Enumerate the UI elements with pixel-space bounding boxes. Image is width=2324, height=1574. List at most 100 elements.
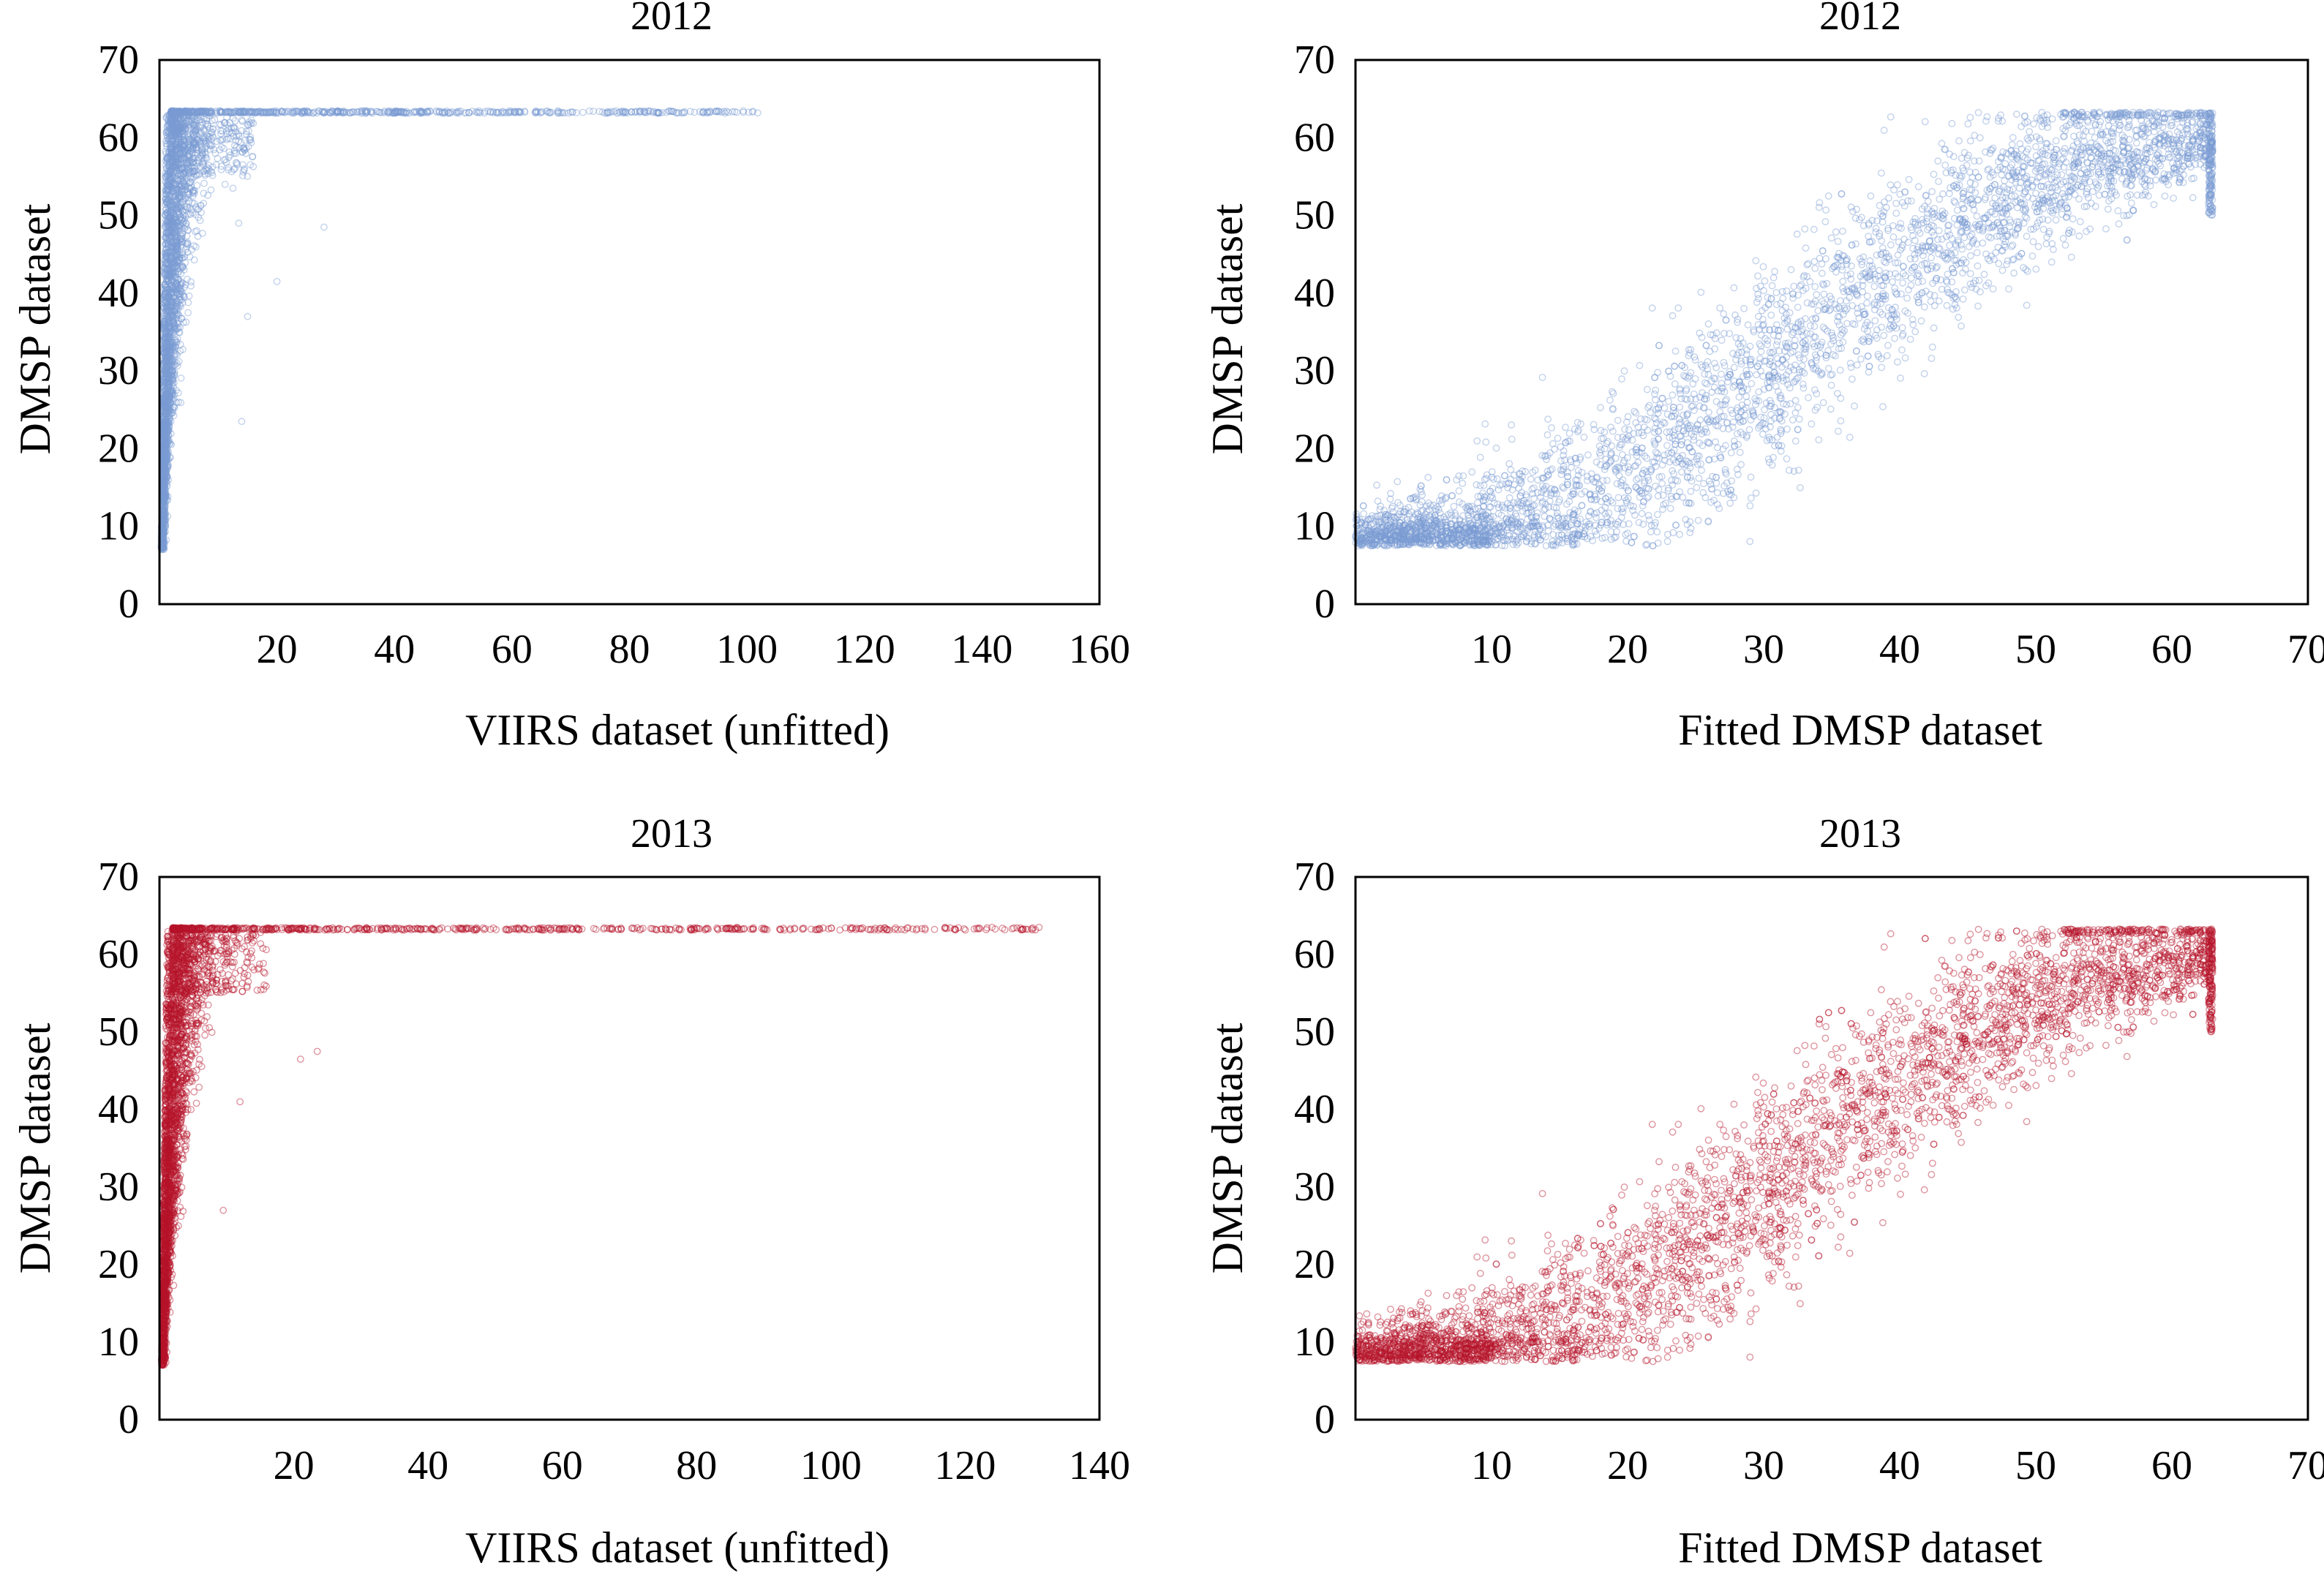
data-point	[200, 179, 208, 187]
data-point	[229, 184, 237, 192]
data-point	[1911, 328, 1919, 336]
data-point	[334, 108, 342, 116]
data-point	[1753, 298, 1761, 306]
data-point	[1795, 415, 1803, 423]
data-point	[184, 309, 192, 317]
data-point	[1592, 531, 1601, 539]
data-point	[1596, 404, 1604, 412]
data-point	[2005, 285, 2012, 293]
data-point	[189, 109, 197, 117]
data-point	[1846, 434, 1854, 441]
data-point	[1614, 416, 1622, 424]
data-point	[1790, 282, 1798, 290]
data-point	[1666, 505, 1674, 513]
data-point	[1720, 310, 1728, 317]
data-point	[655, 108, 662, 116]
data-point	[2095, 191, 2103, 199]
data-point	[332, 109, 340, 117]
data-point	[184, 109, 192, 116]
data-point	[189, 108, 197, 116]
data-point	[174, 108, 182, 116]
data-point	[187, 108, 195, 116]
data-point	[201, 108, 209, 116]
data-point	[1676, 403, 1684, 411]
data-point	[1712, 398, 1721, 405]
x-tick-label: 80	[609, 627, 650, 672]
data-point	[171, 109, 179, 117]
data-point	[1811, 283, 1819, 290]
data-point	[238, 108, 247, 116]
data-point	[1821, 218, 1830, 225]
data-point	[481, 108, 489, 116]
data-point	[413, 108, 421, 116]
data-point	[1998, 266, 2007, 274]
data-point	[176, 108, 184, 115]
data-point	[170, 108, 178, 116]
data-point	[180, 108, 188, 116]
y-tick-label: 0	[119, 581, 139, 627]
data-point	[402, 109, 410, 117]
data-point	[1928, 187, 1936, 195]
data-point	[178, 108, 186, 116]
data-point	[1796, 484, 1804, 492]
data-point	[391, 108, 399, 115]
data-point	[1663, 538, 1671, 546]
data-point	[207, 186, 215, 194]
data-point	[505, 107, 513, 115]
scatter-points	[157, 107, 761, 554]
data-point	[1958, 322, 1966, 330]
data-point	[333, 108, 341, 116]
data-point	[203, 108, 211, 116]
data-point	[579, 108, 587, 116]
data-point	[238, 418, 246, 426]
data-point	[394, 108, 402, 116]
data-point	[1767, 311, 1775, 319]
data-point	[2104, 206, 2112, 213]
data-point	[324, 108, 332, 116]
data-point	[1811, 265, 1819, 272]
y-tick-label: 30	[98, 348, 139, 394]
data-point	[585, 107, 593, 115]
data-point	[1899, 279, 1907, 287]
data-point	[249, 152, 257, 160]
data-point	[417, 109, 424, 116]
data-point	[2052, 216, 2060, 224]
data-point	[1982, 117, 1990, 125]
data-point	[1818, 269, 1826, 277]
data-point	[168, 108, 176, 116]
data-point	[1801, 225, 1809, 233]
chart-title: 2012	[631, 0, 712, 39]
data-point	[1979, 239, 1987, 247]
data-point	[225, 108, 233, 116]
data-point	[1851, 402, 1858, 410]
data-point	[1871, 317, 1879, 325]
data-point	[260, 108, 268, 116]
data-point	[1878, 323, 1886, 331]
data-point	[1648, 304, 1656, 312]
data-point	[409, 108, 417, 116]
data-point	[1843, 320, 1851, 328]
data-point	[1554, 434, 1562, 443]
data-point	[197, 108, 205, 116]
x-tick-label: 120	[834, 627, 895, 672]
data-point	[419, 108, 427, 116]
data-point	[1920, 369, 1928, 377]
data-point	[748, 108, 756, 116]
data-point	[363, 107, 371, 115]
data-point	[531, 108, 539, 116]
data-point	[1819, 399, 1827, 407]
data-point	[1643, 385, 1651, 394]
data-point	[217, 108, 225, 116]
data-point	[647, 108, 655, 115]
data-point	[417, 109, 425, 117]
data-point	[2161, 192, 2169, 200]
data-point	[399, 108, 407, 116]
data-point	[514, 108, 522, 116]
data-point	[183, 108, 190, 116]
data-point	[721, 109, 729, 117]
data-point	[590, 108, 597, 116]
data-point	[432, 107, 440, 115]
data-point	[1562, 423, 1569, 432]
